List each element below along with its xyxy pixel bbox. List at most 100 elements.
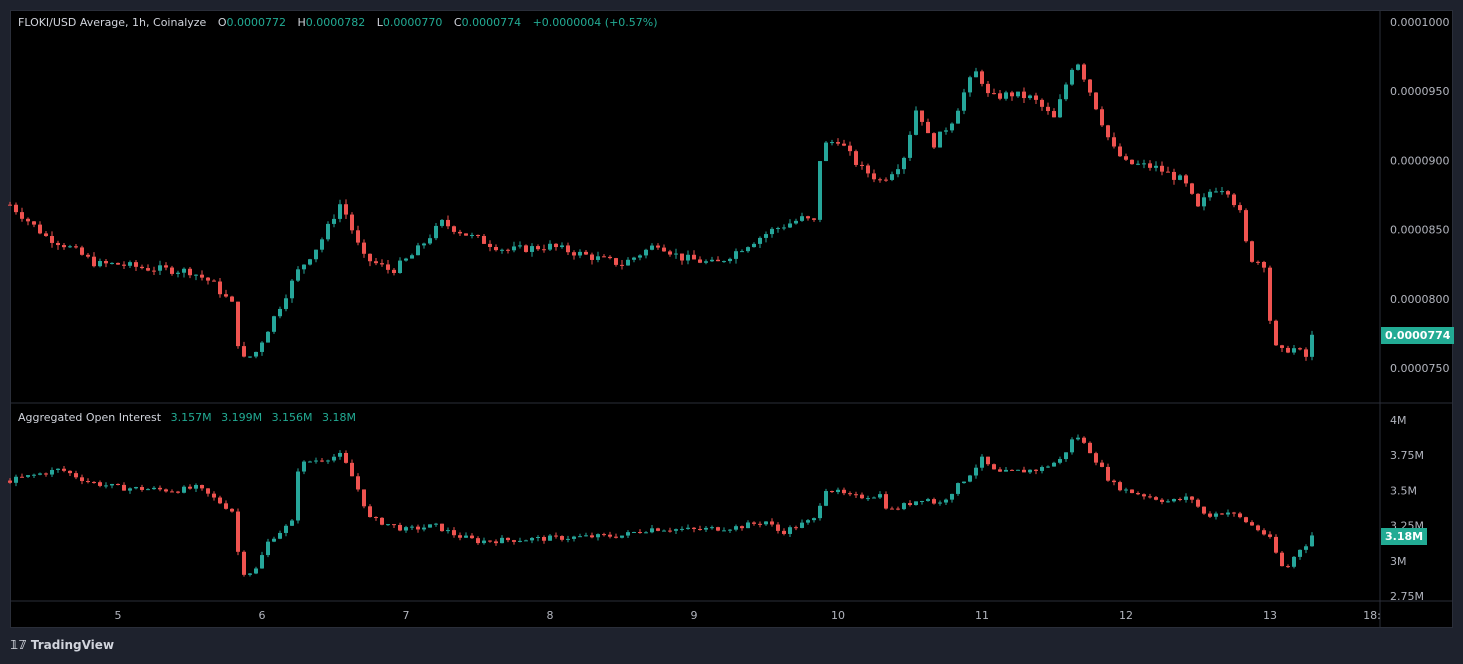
oi-candle (734, 524, 738, 532)
price-candle (1214, 187, 1218, 193)
price-candle (728, 257, 732, 264)
candle-body (176, 272, 180, 274)
oi-candle (188, 484, 192, 490)
price-candle (80, 245, 84, 256)
price-candle (350, 212, 354, 234)
candle-body (980, 456, 984, 468)
candle-body (1046, 106, 1050, 112)
oi-candle (26, 475, 30, 479)
candle-body (1196, 193, 1200, 207)
candle-body (1172, 171, 1176, 180)
price-candle (410, 253, 414, 259)
price-candle (986, 80, 990, 97)
oi-candle (656, 527, 660, 532)
price-candle (506, 248, 510, 254)
price-candle (962, 88, 966, 115)
oi-candle (116, 483, 120, 486)
candle-body (746, 247, 750, 252)
candle-body (86, 254, 90, 257)
candle-body (1268, 534, 1272, 537)
candle-body (1214, 191, 1218, 193)
chart-frame[interactable] (10, 10, 1453, 628)
candle-body (1310, 535, 1314, 547)
candle-body (1052, 111, 1056, 118)
candle-body (794, 527, 798, 529)
candle-body (146, 268, 150, 271)
price-candle (920, 110, 924, 126)
oi-candle (524, 539, 528, 542)
candle-body (200, 274, 204, 278)
candle-body (1286, 566, 1290, 568)
candle-body (536, 536, 540, 538)
price-candle (770, 227, 774, 238)
candle-body (284, 298, 288, 309)
oi-candle (1088, 441, 1092, 454)
candle-body (824, 142, 828, 162)
candle-body (218, 281, 222, 295)
candle-body (458, 535, 462, 538)
candle-body (98, 261, 102, 267)
candle-body (932, 133, 936, 148)
price-candle (206, 277, 210, 285)
price-candle (890, 171, 894, 182)
candle-body (62, 468, 66, 471)
time-tick: 18: (1363, 609, 1381, 622)
price-candle (1088, 79, 1092, 96)
oi-candle (980, 454, 984, 471)
price-candle (1208, 189, 1212, 201)
candle-body (914, 110, 918, 135)
price-candle (140, 264, 144, 270)
candle-body (1226, 191, 1230, 195)
oi-candle (836, 487, 840, 495)
candle-body (350, 462, 354, 477)
oi-candle (650, 525, 654, 534)
price-candle (566, 242, 570, 256)
oi-candle (362, 489, 366, 509)
tradingview-logo[interactable]: 𝟙𝟟 TradingView (10, 638, 114, 652)
oi-candle (752, 521, 756, 526)
candle-body (374, 261, 378, 264)
candle-body (698, 259, 702, 263)
candle-body (692, 527, 696, 529)
candle-body (452, 226, 456, 232)
price-candle (398, 257, 402, 274)
price-candle (872, 169, 876, 183)
oi-candle (830, 490, 834, 493)
oi-candle (620, 535, 624, 539)
candle-body (170, 267, 174, 274)
candle-body (68, 470, 72, 474)
candle-body (1130, 159, 1134, 165)
candle-body (1214, 513, 1218, 517)
candle-body (1304, 546, 1308, 550)
candle-body (566, 538, 570, 540)
candle-body (410, 526, 414, 528)
candle-body (146, 489, 150, 491)
oi-candle (800, 519, 804, 529)
candle-body (1118, 146, 1122, 157)
candle-body (524, 540, 528, 542)
candle-body (878, 494, 882, 498)
candle-body (788, 527, 792, 534)
candle-body (848, 493, 852, 495)
candle-body (50, 236, 54, 243)
candle-body (992, 464, 996, 470)
candle-body (248, 573, 252, 575)
price-candle (308, 258, 312, 266)
candle-body (152, 487, 156, 490)
candle-body (770, 521, 774, 525)
price-candle (146, 264, 150, 272)
candle-body (320, 239, 324, 250)
price-candle (314, 249, 318, 263)
oi-candle (182, 485, 186, 494)
candle-body (38, 224, 42, 234)
oi-candle (392, 524, 396, 528)
candle-body (338, 452, 342, 457)
candle-body (764, 521, 768, 525)
candle-body (494, 541, 498, 544)
candle-body (1022, 91, 1026, 99)
candle-body (164, 265, 168, 268)
candle-body (800, 216, 804, 221)
oi-candle (782, 528, 786, 536)
